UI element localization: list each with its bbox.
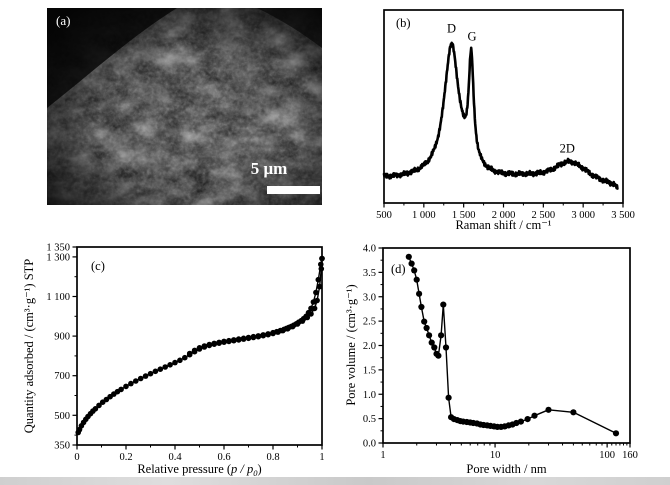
svg-text:0.5: 0.5 [363, 414, 376, 425]
pore-x-axis-title: Pore width / nm [466, 462, 547, 476]
svg-text:3 500: 3 500 [611, 210, 635, 221]
svg-text:1 100: 1 100 [46, 292, 70, 303]
scale-bar [267, 186, 320, 194]
isotherm-y-axis-title: Quantity adsorbed / (cm³·g⁻¹) STP [22, 258, 36, 434]
svg-text:0: 0 [74, 452, 79, 463]
panel-d-label: (d) [391, 262, 406, 276]
svg-text:2D: 2D [560, 141, 575, 155]
svg-text:100: 100 [599, 450, 615, 461]
raman-x-axis-title: Raman shift / cm⁻¹ [455, 218, 552, 232]
svg-text:350: 350 [54, 441, 70, 452]
svg-text:500: 500 [376, 210, 392, 221]
svg-text:2.0: 2.0 [363, 341, 376, 352]
svg-text:1 000: 1 000 [412, 210, 436, 221]
svg-text:1 350: 1 350 [46, 243, 70, 254]
pore-y-axis-title: Pore volume / (cm³·g⁻¹) [344, 284, 358, 406]
panel-b-label: (b) [396, 16, 411, 30]
svg-text:D: D [447, 22, 456, 36]
pore-distribution-chart: 1 10 100 160 0.0 0.5 1.0 1.5 2.0 2.5 3.0 3.5 4.0 [363, 244, 638, 462]
isotherm-x-title-symbols: p / p [231, 462, 254, 476]
svg-text:1: 1 [319, 452, 324, 463]
svg-text:0.0: 0.0 [363, 439, 376, 450]
panel-a-label: (a) [56, 13, 71, 28]
svg-text:1 500: 1 500 [452, 210, 476, 221]
scale-bar-label: 5 μm [250, 159, 288, 178]
isotherm-x-title-text: Relative pressure ( [137, 462, 232, 476]
svg-text:500: 500 [54, 411, 70, 422]
raman-spectrum-chart: 500 1 000 1 500 2 000 2 500 3 000 3 500 DG 2D [376, 9, 635, 221]
svg-text:3 000: 3 000 [571, 210, 595, 221]
svg-text:1 300: 1 300 [46, 252, 70, 263]
svg-text:4.0: 4.0 [363, 244, 376, 255]
svg-text:2 500: 2 500 [532, 210, 556, 221]
svg-text:2 000: 2 000 [492, 210, 516, 221]
isotherm-x-axis-title: Relative pressure (p / p0) [77, 462, 322, 478]
svg-text:G: G [468, 30, 477, 44]
svg-text:160: 160 [622, 450, 638, 461]
svg-text:1: 1 [380, 450, 385, 461]
sem-micrograph-panel: (a) 5 μm [47, 8, 322, 205]
svg-text:1.5: 1.5 [363, 365, 376, 376]
panel-c-label: (c) [91, 259, 105, 273]
svg-text:900: 900 [54, 332, 70, 343]
svg-text:3.5: 3.5 [363, 268, 376, 279]
svg-text:3.0: 3.0 [363, 292, 376, 303]
svg-text:0.6: 0.6 [217, 452, 230, 463]
svg-text:0.2: 0.2 [119, 452, 132, 463]
sem-micrograph-texture [47, 8, 322, 205]
isotherm-x-title-close: ) [257, 462, 262, 476]
isotherm-x-title-subscript: 0 [253, 468, 258, 478]
svg-text:700: 700 [54, 371, 70, 382]
page-edge-artifact [0, 477, 670, 485]
svg-text:0.4: 0.4 [168, 452, 182, 463]
svg-text:2.5: 2.5 [363, 317, 376, 328]
svg-text:0.8: 0.8 [266, 452, 279, 463]
svg-text:1.0: 1.0 [363, 390, 376, 401]
svg-text:10: 10 [490, 450, 501, 461]
